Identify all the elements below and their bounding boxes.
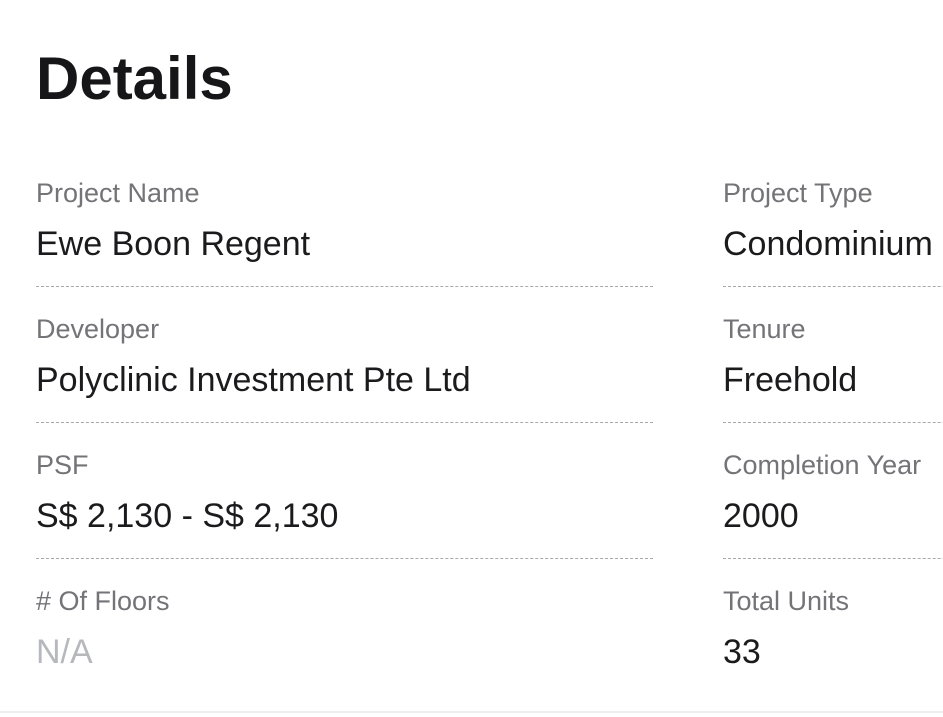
field-value: Freehold [723,361,858,399]
detail-row-psf: PSF S$ 2,130 - S$ 2,130 [36,423,653,559]
detail-row-project-type: Project Type Condominium [723,151,943,287]
field-value: S$ 2,130 - S$ 2,130 [36,497,339,535]
detail-row-num-floors: # Of Floors N/A [36,559,653,694]
field-value: 33 [723,633,761,671]
field-label: PSF [36,450,89,480]
field-label: Project Name [36,178,200,208]
detail-row-total-units: Total Units 33 [723,559,943,694]
details-column-left: Project Name Ewe Boon Regent Developer P… [36,151,653,694]
field-value: Ewe Boon Regent [36,225,311,263]
details-section: Details Project Name Ewe Boon Regent Dev… [36,0,943,694]
field-value: 2000 [723,497,799,535]
field-label: Tenure [723,314,806,344]
detail-row-developer: Developer Polyclinic Investment Pte Ltd [36,287,653,423]
field-label: Total Units [723,586,850,616]
detail-row-project-name: Project Name Ewe Boon Regent [36,151,653,287]
section-title: Details [36,45,233,112]
section-bottom-divider [0,711,943,713]
field-label: Completion Year [723,450,922,480]
details-column-right: Project Type Condominium Tenure Freehold… [723,151,943,694]
field-value: Polyclinic Investment Pte Ltd [36,361,471,399]
field-label: Project Type [723,178,873,208]
field-label: # Of Floors [36,586,170,616]
field-value: Condominium [723,225,933,263]
detail-row-completion-year: Completion Year 2000 [723,423,943,559]
field-label: Developer [36,314,160,344]
field-value: N/A [36,633,93,671]
detail-row-tenure: Tenure Freehold [723,287,943,423]
details-grid: Project Name Ewe Boon Regent Developer P… [36,151,943,694]
